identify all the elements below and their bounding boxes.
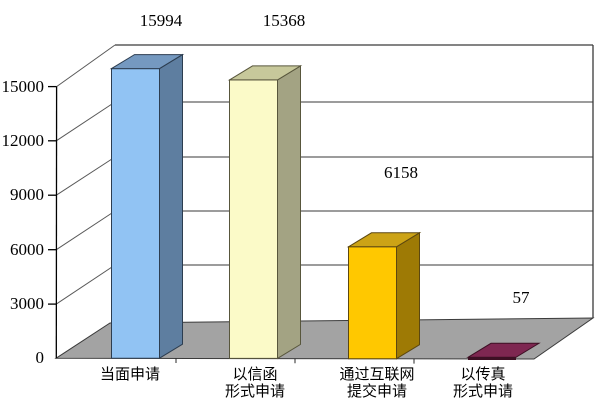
svg-text:6000: 6000 <box>10 240 44 259</box>
svg-text:15368: 15368 <box>263 11 306 30</box>
svg-text:通过互联网: 通过互联网 <box>339 366 414 383</box>
svg-text:以传真: 以传真 <box>460 365 505 383</box>
svg-text:57: 57 <box>513 288 531 307</box>
svg-text:3000: 3000 <box>10 294 44 313</box>
svg-text:6158: 6158 <box>384 163 418 182</box>
svg-text:形式申请: 形式申请 <box>453 383 513 400</box>
svg-text:以信函: 以信函 <box>232 366 277 383</box>
svg-text:提交申请: 提交申请 <box>347 382 407 400</box>
svg-text:0: 0 <box>36 348 45 367</box>
svg-text:9000: 9000 <box>10 185 44 204</box>
svg-text:形式申请: 形式申请 <box>225 383 285 400</box>
svg-text:15994: 15994 <box>140 11 183 30</box>
svg-text:15000: 15000 <box>2 77 45 96</box>
svg-text:当面申请: 当面申请 <box>100 366 160 383</box>
svg-text:12000: 12000 <box>2 131 45 150</box>
